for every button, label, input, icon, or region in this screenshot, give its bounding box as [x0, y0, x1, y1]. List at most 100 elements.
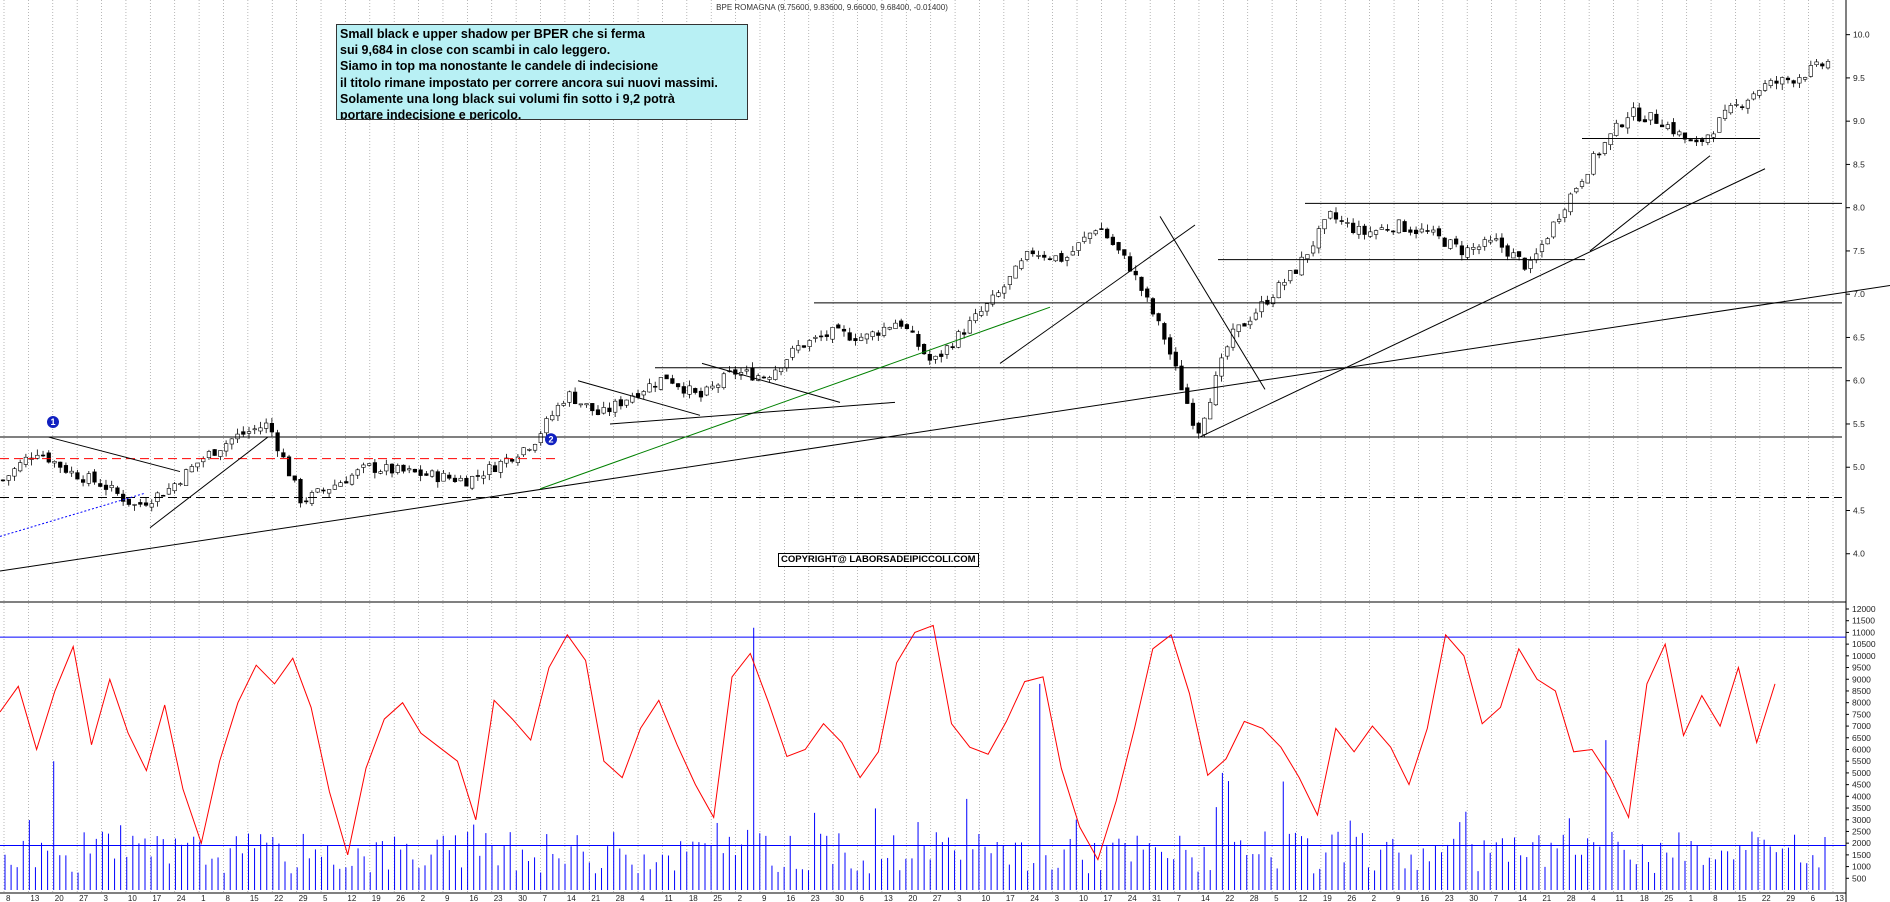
- candle: [1499, 233, 1505, 253]
- candle: [452, 474, 458, 483]
- candle: [1780, 76, 1785, 90]
- candle: [1196, 421, 1201, 439]
- trendline: [1199, 168, 1766, 438]
- candle: [189, 464, 194, 473]
- candle: [1768, 78, 1773, 89]
- candle: [367, 463, 372, 467]
- candle-body: [1694, 139, 1699, 143]
- marker-badge: 1: [47, 415, 59, 428]
- candle-body: [92, 471, 97, 483]
- candle: [1293, 269, 1299, 274]
- oscillator-tick-label: 7500: [1852, 709, 1871, 719]
- candle: [344, 476, 349, 484]
- candle-body: [1562, 209, 1567, 218]
- candle-body: [1288, 270, 1293, 282]
- candle-body: [1659, 124, 1665, 128]
- candle-body: [1013, 265, 1018, 279]
- candle-body: [658, 377, 664, 390]
- price-tick-label: 8.0: [1853, 203, 1865, 213]
- candle: [1785, 75, 1791, 84]
- candle-body: [1591, 153, 1596, 175]
- candle-body: [1751, 93, 1756, 100]
- candle: [704, 385, 709, 397]
- candle: [412, 468, 418, 473]
- candle-body: [1156, 313, 1161, 322]
- x-tick-label: 20: [55, 894, 64, 902]
- candle-body: [996, 292, 1001, 297]
- x-tick-label: 30: [835, 894, 844, 902]
- candle: [1436, 225, 1442, 240]
- candle-body: [1762, 83, 1768, 91]
- candle: [716, 383, 721, 393]
- x-tick-label: 19: [1323, 894, 1332, 902]
- candle-body: [744, 369, 749, 372]
- candle-body: [1688, 139, 1693, 142]
- candle-body: [6, 475, 11, 481]
- candle: [18, 459, 23, 473]
- candle: [23, 453, 28, 468]
- candle-body: [23, 456, 28, 465]
- candle-body: [967, 320, 972, 334]
- trendline: [1589, 155, 1711, 252]
- candle: [1682, 132, 1688, 144]
- candle: [441, 469, 446, 482]
- candle: [1808, 60, 1813, 78]
- candle-body: [1333, 212, 1339, 220]
- x-tick-label: 29: [299, 894, 308, 902]
- candle: [378, 469, 383, 475]
- candle: [824, 330, 829, 341]
- candle: [304, 497, 309, 505]
- candle-body: [40, 454, 46, 457]
- candle: [859, 333, 864, 342]
- candle: [458, 475, 463, 482]
- candle-body: [1265, 299, 1270, 305]
- x-tick-label: 18: [689, 894, 698, 902]
- candle: [183, 468, 189, 486]
- candle: [424, 471, 429, 476]
- candle: [1637, 102, 1642, 123]
- candle-body: [1133, 270, 1138, 276]
- candle: [75, 469, 80, 480]
- marker-label: 2: [548, 434, 553, 444]
- candle-body: [836, 324, 841, 329]
- candle: [1362, 223, 1367, 240]
- candle: [1419, 223, 1424, 234]
- trendline: [1159, 216, 1266, 390]
- candle-body: [1425, 230, 1430, 232]
- candle: [241, 426, 246, 437]
- candle: [338, 480, 343, 487]
- price-tick-label: 10.0: [1853, 30, 1870, 40]
- candle: [1007, 276, 1012, 290]
- candle-body: [1145, 288, 1150, 298]
- candle: [675, 382, 681, 390]
- oscillator-tick-label: 10000: [1852, 651, 1876, 661]
- candle: [710, 381, 715, 391]
- candle: [1717, 117, 1722, 133]
- candle-body: [361, 464, 366, 468]
- candle-body: [1797, 77, 1802, 84]
- candle-body: [149, 503, 154, 508]
- candle-body: [1391, 230, 1396, 233]
- candle: [35, 449, 40, 460]
- annotation-box: Small black e upper shadow per BPER che …: [336, 24, 748, 120]
- candle-body: [1465, 247, 1470, 258]
- x-tick-label: 27: [933, 894, 942, 902]
- candle: [1734, 99, 1739, 108]
- candle-body: [870, 331, 875, 337]
- candle: [138, 498, 143, 508]
- candle: [1024, 250, 1030, 262]
- trendline: [539, 306, 1051, 490]
- candle-body: [1637, 107, 1642, 122]
- x-tick-label: 14: [567, 894, 576, 902]
- candle-body: [796, 345, 801, 351]
- candle-body: [470, 476, 475, 489]
- candle: [1173, 347, 1178, 371]
- candle-body: [447, 474, 452, 479]
- candle-body: [332, 484, 337, 490]
- candle: [847, 327, 852, 342]
- candle-body: [1328, 211, 1333, 219]
- candle: [349, 473, 355, 486]
- candle: [1511, 248, 1516, 259]
- candle-body: [613, 400, 618, 413]
- candle: [510, 458, 515, 464]
